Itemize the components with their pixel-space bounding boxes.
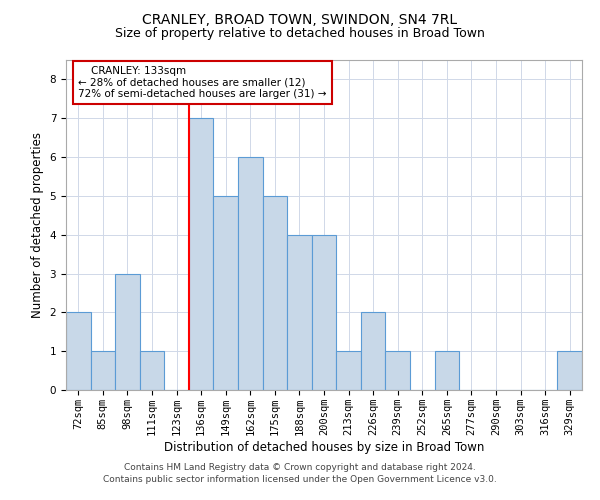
Bar — [91, 351, 115, 390]
Y-axis label: Number of detached properties: Number of detached properties — [31, 132, 44, 318]
Bar — [214, 196, 238, 390]
Bar — [312, 234, 336, 390]
Bar — [434, 351, 459, 390]
Bar — [287, 234, 312, 390]
Bar — [115, 274, 140, 390]
Text: Size of property relative to detached houses in Broad Town: Size of property relative to detached ho… — [115, 28, 485, 40]
Bar — [385, 351, 410, 390]
X-axis label: Distribution of detached houses by size in Broad Town: Distribution of detached houses by size … — [164, 440, 484, 454]
Bar — [557, 351, 582, 390]
Bar — [140, 351, 164, 390]
Bar — [66, 312, 91, 390]
Bar — [336, 351, 361, 390]
Bar — [263, 196, 287, 390]
Bar — [189, 118, 214, 390]
Bar — [238, 157, 263, 390]
Text: Contains HM Land Registry data © Crown copyright and database right 2024.: Contains HM Land Registry data © Crown c… — [124, 464, 476, 472]
Text: CRANLEY, BROAD TOWN, SWINDON, SN4 7RL: CRANLEY, BROAD TOWN, SWINDON, SN4 7RL — [142, 12, 458, 26]
Bar — [361, 312, 385, 390]
Text: CRANLEY: 133sqm
← 28% of detached houses are smaller (12)
72% of semi-detached h: CRANLEY: 133sqm ← 28% of detached houses… — [78, 66, 327, 99]
Text: Contains public sector information licensed under the Open Government Licence v3: Contains public sector information licen… — [103, 475, 497, 484]
